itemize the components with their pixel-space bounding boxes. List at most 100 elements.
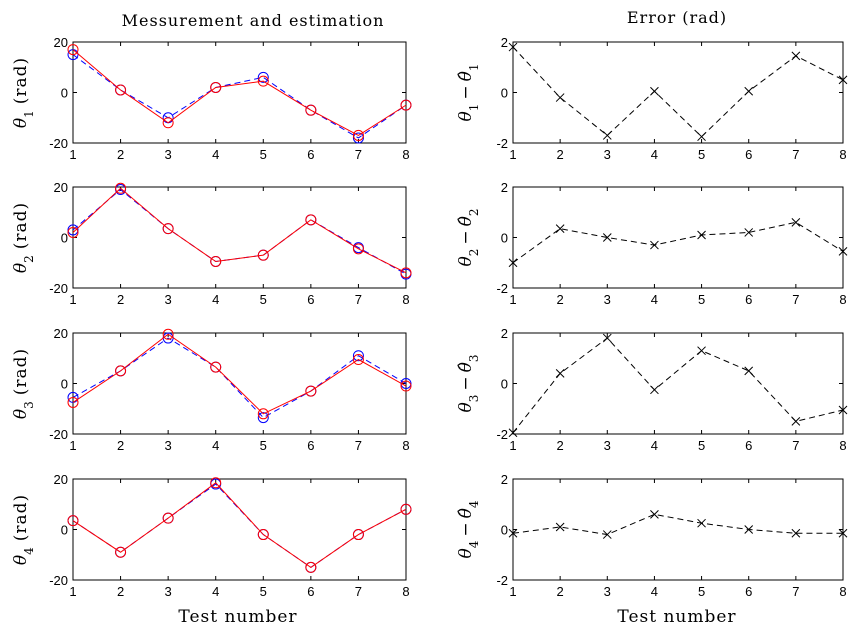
x-tick-label: 2: [557, 584, 564, 599]
x-tick-label: 2: [117, 438, 124, 453]
x-tick-label: 8: [839, 147, 846, 162]
x-tick-label: 7: [792, 147, 799, 162]
y-label-subscript: 3: [467, 395, 481, 403]
y-label-symbol-hat: θ̂: [456, 71, 476, 81]
y-tick-label: 0: [61, 231, 68, 246]
series-line-error: [512, 46, 844, 138]
marker-estimation: [400, 380, 412, 392]
x-tick-label: 2: [117, 292, 124, 307]
marker-estimation: [305, 385, 317, 397]
x-tick-label: 3: [165, 292, 172, 307]
y-tick-label: 0: [61, 86, 68, 101]
marker-estimation: [162, 512, 174, 524]
marker-estimation: [257, 249, 269, 261]
marker-error: [697, 132, 706, 142]
y-tick-label: -20: [49, 573, 68, 588]
y-tick-label: 20: [54, 35, 68, 50]
y-label-minus: −: [456, 230, 476, 244]
marker-measurement: [352, 132, 364, 144]
x-tick-label: 8: [402, 584, 409, 599]
x-tick-label: 5: [260, 147, 267, 162]
marker-estimation: [67, 226, 79, 238]
marker-estimation: [115, 546, 127, 558]
series-line-measurement: [72, 337, 407, 419]
marker-error: [650, 509, 659, 519]
x-tick-label: 1: [69, 584, 76, 599]
y-label-subscript: 1: [22, 110, 36, 118]
y-label-symbol: θ: [11, 409, 31, 419]
marker-error: [555, 522, 565, 532]
marker-error: [791, 417, 801, 426]
y-tick-label: 0: [501, 377, 508, 392]
marker-estimation: [400, 503, 412, 515]
marker-error: [791, 51, 801, 61]
marker-estimation: [305, 214, 317, 226]
y-label-minus: −: [456, 376, 476, 390]
y-label-unit: (rad): [11, 348, 31, 395]
x-tick-label: 8: [402, 292, 409, 307]
series-line-estimation: [72, 49, 407, 137]
y-label-symbol: θ: [11, 118, 31, 128]
y-label-unit: (rad): [11, 494, 31, 541]
series-line-error: [512, 337, 844, 434]
x-tick-label: 3: [604, 147, 611, 162]
series-line-measurement: [72, 483, 407, 568]
marker-measurement: [352, 350, 364, 362]
y-label-subscript: 4: [467, 540, 481, 548]
y-axis-label: θ2 (rad): [11, 202, 36, 273]
marker-error: [508, 428, 518, 438]
y-label-subscript-hat: 3: [467, 354, 481, 362]
x-tick-label: 4: [212, 147, 219, 162]
x-tick-label: 6: [307, 584, 314, 599]
y-label-subscript: 3: [22, 401, 36, 409]
x-tick-label: 8: [839, 438, 846, 453]
x-tick-label: 2: [557, 147, 564, 162]
y-label-symbol-hat: θ̂: [456, 508, 476, 518]
x-tick-label: 6: [307, 147, 314, 162]
x-tick-label: 4: [212, 292, 219, 307]
y-tick-label: 2: [501, 326, 508, 341]
marker-estimation: [210, 81, 222, 93]
y-tick-label: -2: [496, 573, 508, 588]
marker-error: [602, 131, 612, 140]
marker-estimation: [352, 243, 364, 255]
y-label-subscript: 1: [467, 104, 481, 112]
x-tick-label: 5: [698, 438, 705, 453]
y-tick-label: -2: [496, 427, 508, 442]
y-label-subscript-hat: 1: [467, 63, 481, 71]
marker-estimation: [115, 84, 127, 96]
x-tick-label: 6: [307, 292, 314, 307]
x-tick-label: 2: [557, 292, 564, 307]
y-label-symbol: θ: [456, 256, 476, 266]
y-label-symbol: θ: [456, 402, 476, 412]
axes-box: [72, 41, 407, 144]
marker-error: [555, 224, 565, 234]
x-tick-label: 7: [355, 147, 362, 162]
x-tick-label: 3: [604, 292, 611, 307]
axes-box: [72, 332, 407, 435]
y-axis-label: θ1 (rad): [11, 57, 36, 128]
x-tick-label: 1: [509, 292, 516, 307]
left-x-axis-label: Test number: [178, 607, 297, 627]
y-tick-label: 0: [501, 231, 508, 246]
y-label-unit: (rad): [11, 57, 31, 104]
marker-estimation: [257, 75, 269, 87]
marker-estimation: [115, 365, 127, 377]
right-x-axis-label: Test number: [617, 607, 736, 627]
marker-estimation: [210, 477, 222, 489]
x-tick-label: 8: [402, 147, 409, 162]
marker-error: [602, 530, 612, 539]
x-tick-label: 7: [355, 292, 362, 307]
x-tick-label: 8: [839, 584, 846, 599]
marker-error: [555, 369, 565, 378]
y-tick-label: 0: [501, 86, 508, 101]
marker-estimation: [400, 99, 412, 111]
x-tick-label: 3: [165, 438, 172, 453]
x-tick-label: 3: [165, 147, 172, 162]
marker-estimation: [257, 408, 269, 420]
y-label-subscript: 2: [22, 255, 36, 263]
x-tick-label: 5: [260, 584, 267, 599]
x-tick-label: 1: [509, 584, 516, 599]
x-tick-label: 5: [698, 292, 705, 307]
